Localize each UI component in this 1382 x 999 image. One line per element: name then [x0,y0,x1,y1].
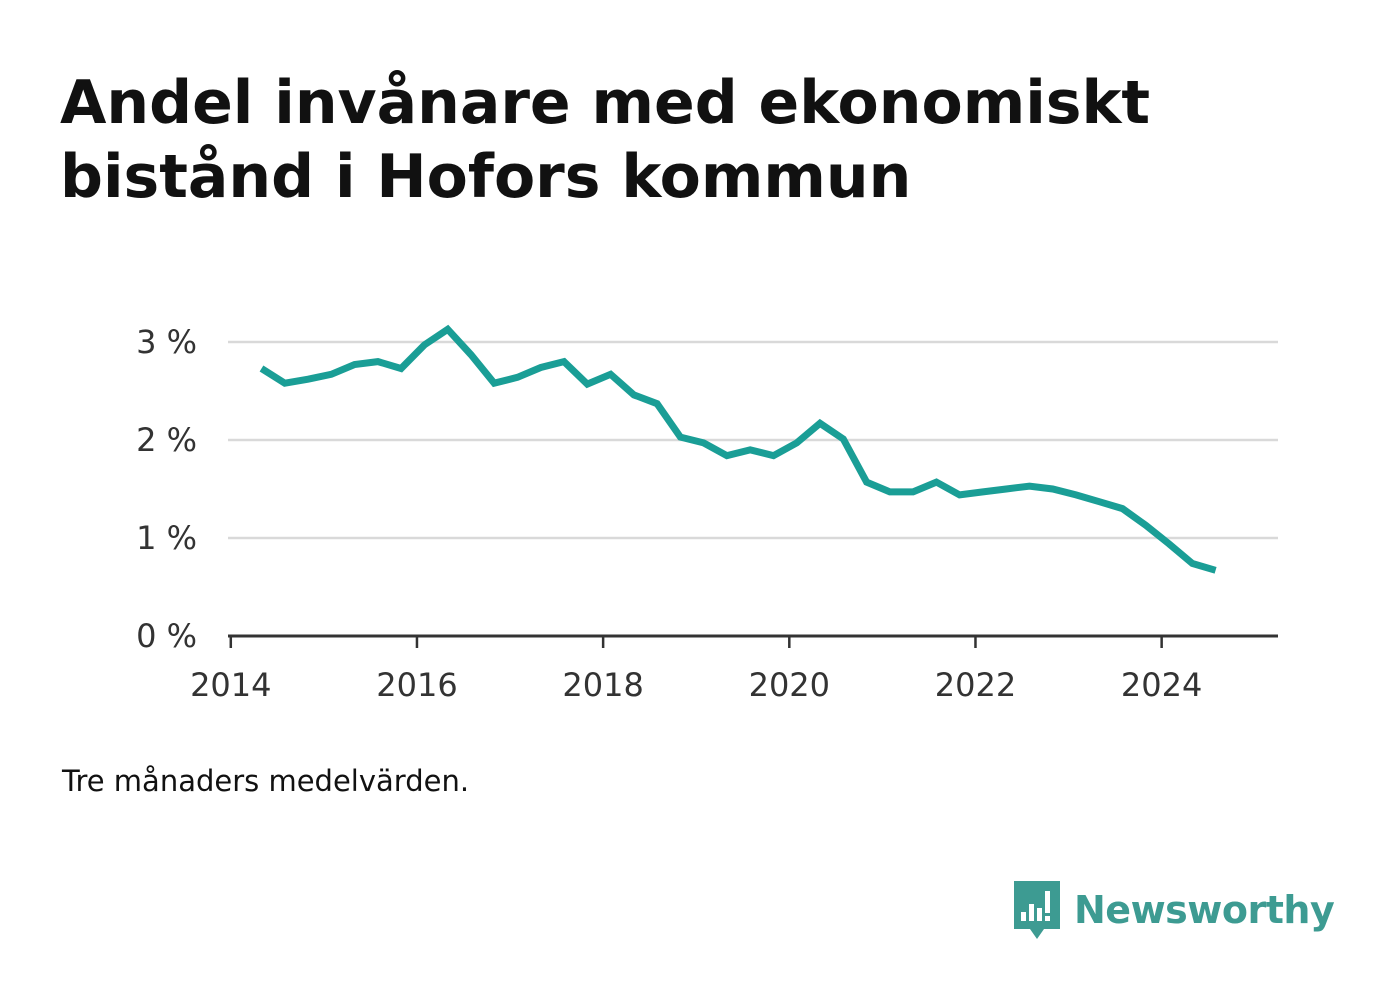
y-tick-label: 3 % [136,323,197,361]
y-axis-tick-labels: 0 % 1 % 2 % 3 % [136,323,197,655]
chart-title-line-2: bistånd i Hofors kommun [60,142,912,212]
brand-logo[interactable]: Newsworthy [1012,878,1335,942]
series-layer [259,324,1217,574]
x-tick-label: 2014 [190,666,271,704]
x-axis [228,634,1278,648]
x-axis-tick-labels: 2014 2016 2018 2020 2022 2024 [190,666,1202,704]
y-tick-label: 0 % [136,617,197,655]
y-tick-label: 1 % [136,519,197,557]
x-tick-label: 2016 [376,666,457,704]
newsworthy-logo-icon [1014,881,1060,939]
y-tick-label: 2 % [136,421,197,459]
x-tick-label: 2018 [562,666,643,704]
x-tick-label: 2022 [935,666,1016,704]
x-tick-label: 2024 [1121,666,1202,704]
brand-name: Newsworthy [1074,888,1335,932]
chart-title: Andel invånare med ekonomiskt bistånd i … [60,66,1320,214]
chart-title-line-1: Andel invånare med ekonomiskt [60,68,1151,138]
series-line [259,324,1217,574]
chart-note: Tre månaders medelvärden. [62,764,470,798]
x-tick-label: 2020 [749,666,830,704]
gridlines [228,340,1278,540]
